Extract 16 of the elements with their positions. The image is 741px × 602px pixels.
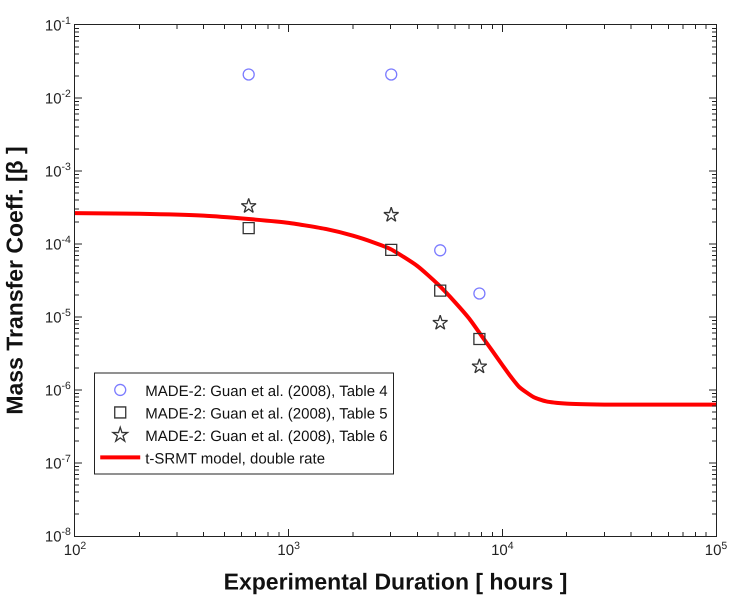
y-tick-label: 10$^{-4}$ xyxy=(44,234,72,254)
legend-label: MADE-2: Guan et al. (2008), Table 4 xyxy=(145,382,388,400)
y-tick-label: 10$^{-2}$ xyxy=(44,88,72,108)
legend-label: t-SRMT model, double rate xyxy=(145,450,326,468)
y-tick-label: 10$^{-1}$ xyxy=(44,14,72,34)
x-tick-label: 10$^{4}$ xyxy=(491,540,514,560)
legend-label: MADE-2: Guan et al. (2008), Table 5 xyxy=(145,405,388,422)
y-tick-label: 10$^{-3}$ xyxy=(44,160,72,180)
legend-label: MADE-2: Guan et al. (2008), Table 6 xyxy=(145,428,388,445)
x-tick-label: 10$^{5}$ xyxy=(704,540,728,560)
x-axis-title: Experimental Duration [ hours ] xyxy=(224,568,568,595)
y-tick-label: 10$^{-7}$ xyxy=(44,452,72,472)
y-tick-label: 10$^{-5}$ xyxy=(44,306,72,326)
y-axis-title: Mass Transfer Coeff. [β ] xyxy=(1,146,28,415)
y-tick-label: 10$^{-6}$ xyxy=(44,380,72,400)
x-tick-label: 10$^{3}$ xyxy=(277,540,300,560)
